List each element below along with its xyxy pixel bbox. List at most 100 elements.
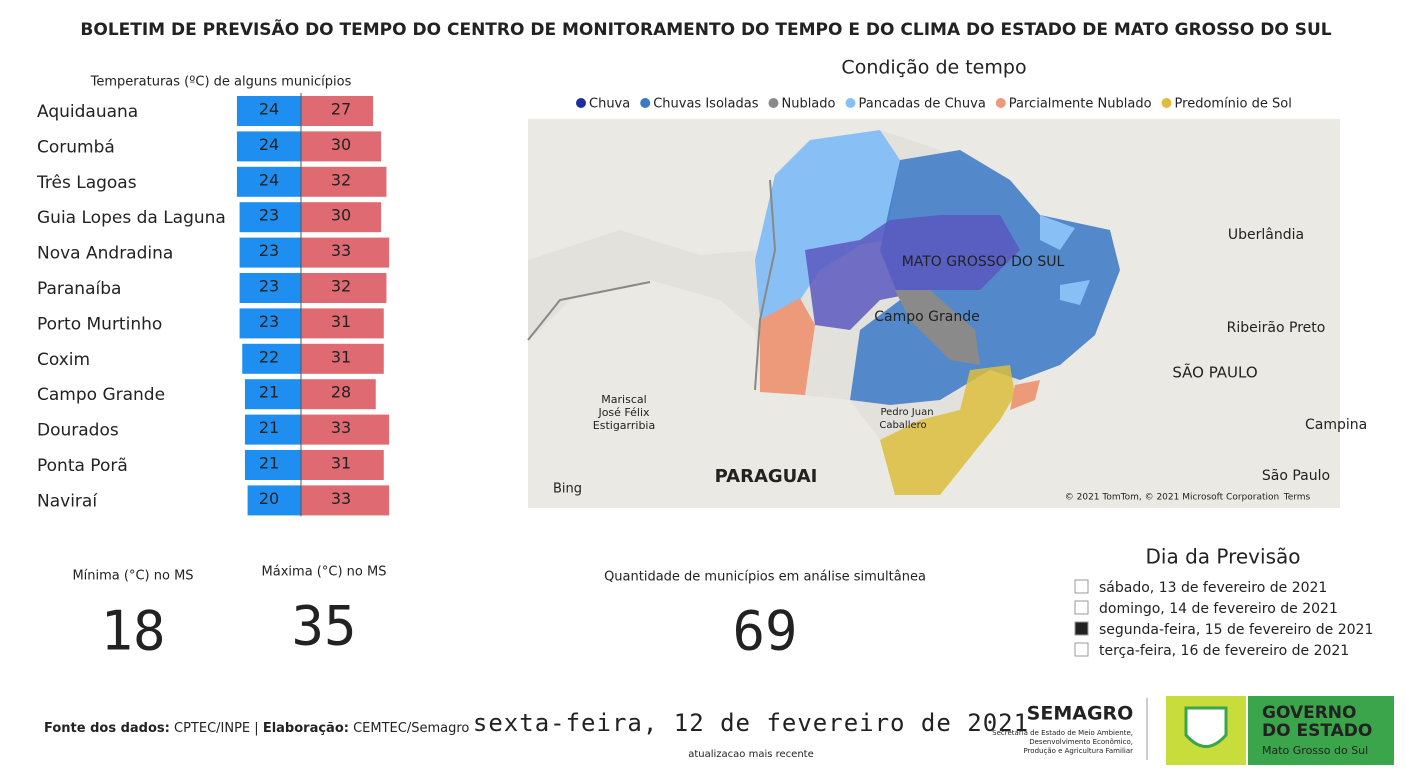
map-legend: Chuva Chuvas Isoladas Nublado Pancadas de C… xyxy=(576,97,1292,112)
checkbox[interactable] xyxy=(1074,621,1089,636)
governo-logo: GOVERNO DO ESTADO Mato Grosso do Sul xyxy=(1166,696,1394,765)
governo-line: DO ESTADO xyxy=(1262,721,1372,741)
card-label: Quantidade de municípios em análise simu… xyxy=(604,570,926,585)
bar xyxy=(301,202,382,233)
semagro-line: Secretaria de Estado de Meio Ambiente, xyxy=(992,729,1133,737)
bar xyxy=(242,343,301,374)
legend-swatch xyxy=(640,98,651,108)
map-label: Campo Grande xyxy=(874,309,979,325)
source: CPTEC/INPE xyxy=(174,721,250,736)
value-label: 21 xyxy=(259,383,279,402)
category-label: Corumbá xyxy=(37,137,115,157)
bar xyxy=(301,166,387,197)
bar xyxy=(301,485,390,516)
bar xyxy=(236,96,301,126)
semagro-name: SEMAGRO xyxy=(1027,703,1134,725)
value-label: 23 xyxy=(259,312,279,331)
bar xyxy=(244,379,301,410)
emblem xyxy=(1184,706,1228,748)
semagro-line: Desenvolvimento Econômico, xyxy=(1029,738,1133,746)
bar xyxy=(239,273,301,303)
governo-line: GOVERNO xyxy=(1262,703,1357,723)
bar xyxy=(239,308,301,339)
slicer-item[interactable]: domingo, 14 de fevereiro de 2021 xyxy=(1099,601,1338,617)
card-value: 35 xyxy=(291,595,356,658)
date-slicer: sábado, 13 de fevereiro de 2021 domingo, … xyxy=(1074,579,1373,659)
page-title: BOLETIM DE PREVISÃO DO TEMPO DO CENTRO D… xyxy=(80,17,1331,40)
legend-label: Chuvas Isoladas xyxy=(653,97,758,112)
map-label: © 2021 TomTom, © 2021 Microsoft Corporat… xyxy=(1065,493,1279,503)
map-label: José Félix xyxy=(597,406,650,419)
category-label: Ponta Porã xyxy=(37,456,128,476)
legend-swatch xyxy=(1161,98,1172,108)
value-label: 31 xyxy=(331,454,351,473)
checkbox[interactable] xyxy=(1074,600,1089,615)
map-label: Caballero xyxy=(879,420,926,431)
legend-swatch xyxy=(845,98,856,108)
legend-swatch xyxy=(576,98,586,108)
slicer-title: Dia da Previsão xyxy=(1146,545,1301,569)
card-label: Mínima (°C) no MS xyxy=(72,569,193,584)
category-label: Porto Murtinho xyxy=(37,314,162,334)
map-region xyxy=(1010,380,1040,410)
legend-swatch xyxy=(768,98,779,108)
map-label: Mariscal xyxy=(601,393,646,406)
bar xyxy=(301,96,374,126)
source-label: Fonte dos dados: xyxy=(44,721,170,736)
bar xyxy=(301,343,384,374)
map-label: Ribeirão Preto xyxy=(1227,320,1326,336)
bar xyxy=(301,273,387,303)
card-value: 69 xyxy=(732,600,797,663)
value-label: 33 xyxy=(331,241,351,260)
footer-source: Fonte dos dados: CPTEC/INPE | Elaboração… xyxy=(44,721,469,736)
chart-title: Temperaturas (ºC) de alguns municípios xyxy=(90,75,352,90)
slicer-item[interactable]: sábado, 13 de fevereiro de 2021 xyxy=(1099,580,1327,596)
divider xyxy=(1146,698,1148,760)
value-label: 27 xyxy=(331,100,351,119)
value-label: 33 xyxy=(331,418,351,437)
bar xyxy=(301,237,390,268)
map-label: Pedro Juan xyxy=(880,407,933,418)
map xyxy=(527,119,1340,508)
slicer-item[interactable]: segunda-feira, 15 de fevereiro de 2021 xyxy=(1099,622,1373,638)
category-label: Aquidauana xyxy=(37,102,138,122)
map-label: SÃO PAULO xyxy=(1172,363,1257,382)
checkbox[interactable] xyxy=(1074,579,1089,594)
bar xyxy=(236,166,301,197)
value-label: 21 xyxy=(259,454,279,473)
bar xyxy=(244,414,301,445)
map-region xyxy=(760,298,815,395)
map-label: MATO GROSSO DO SUL xyxy=(902,254,1065,270)
value-label: 23 xyxy=(259,277,279,296)
update-note: atualizacao mais recente xyxy=(688,749,814,760)
value-label: 24 xyxy=(259,170,279,189)
map-label: PARAGUAI xyxy=(715,466,818,487)
value-label: 31 xyxy=(331,347,351,366)
map-labels: MATO GROSSO DO SUL Campo Grande Pedro Juan… xyxy=(553,227,1367,503)
value-label: 24 xyxy=(259,135,279,154)
category-label: Paranaíba xyxy=(37,279,121,299)
value-label: 30 xyxy=(331,135,351,154)
legend-swatch xyxy=(995,98,1006,108)
bar xyxy=(236,131,301,162)
slicer-item[interactable]: terça-feira, 16 de fevereiro de 2021 xyxy=(1099,643,1349,659)
separator: | xyxy=(254,721,258,736)
value-label: 28 xyxy=(331,383,351,402)
card-value: 18 xyxy=(100,600,165,663)
temperature-chart: Aquidauana 24 27 Corumbá 24 30 Três Lagoas 24 32… xyxy=(36,93,390,517)
governo-sub: Mato Grosso do Sul xyxy=(1262,744,1368,757)
map-label: Terms xyxy=(1283,493,1311,503)
legend-label: Nublado xyxy=(781,97,835,112)
bar xyxy=(244,450,301,480)
map-label: São Paulo xyxy=(1262,468,1330,484)
map-region xyxy=(755,130,900,320)
checkbox[interactable] xyxy=(1074,642,1089,657)
bar xyxy=(247,485,301,516)
map-title: Condição de tempo xyxy=(841,57,1026,79)
bar xyxy=(301,308,384,339)
map-label: Campina xyxy=(1305,417,1367,433)
bar xyxy=(301,379,376,410)
category-label: Três Lagoas xyxy=(36,173,137,193)
map-label: Uberlândia xyxy=(1228,227,1304,243)
legend-label: Predomínio de Sol xyxy=(1175,97,1292,112)
